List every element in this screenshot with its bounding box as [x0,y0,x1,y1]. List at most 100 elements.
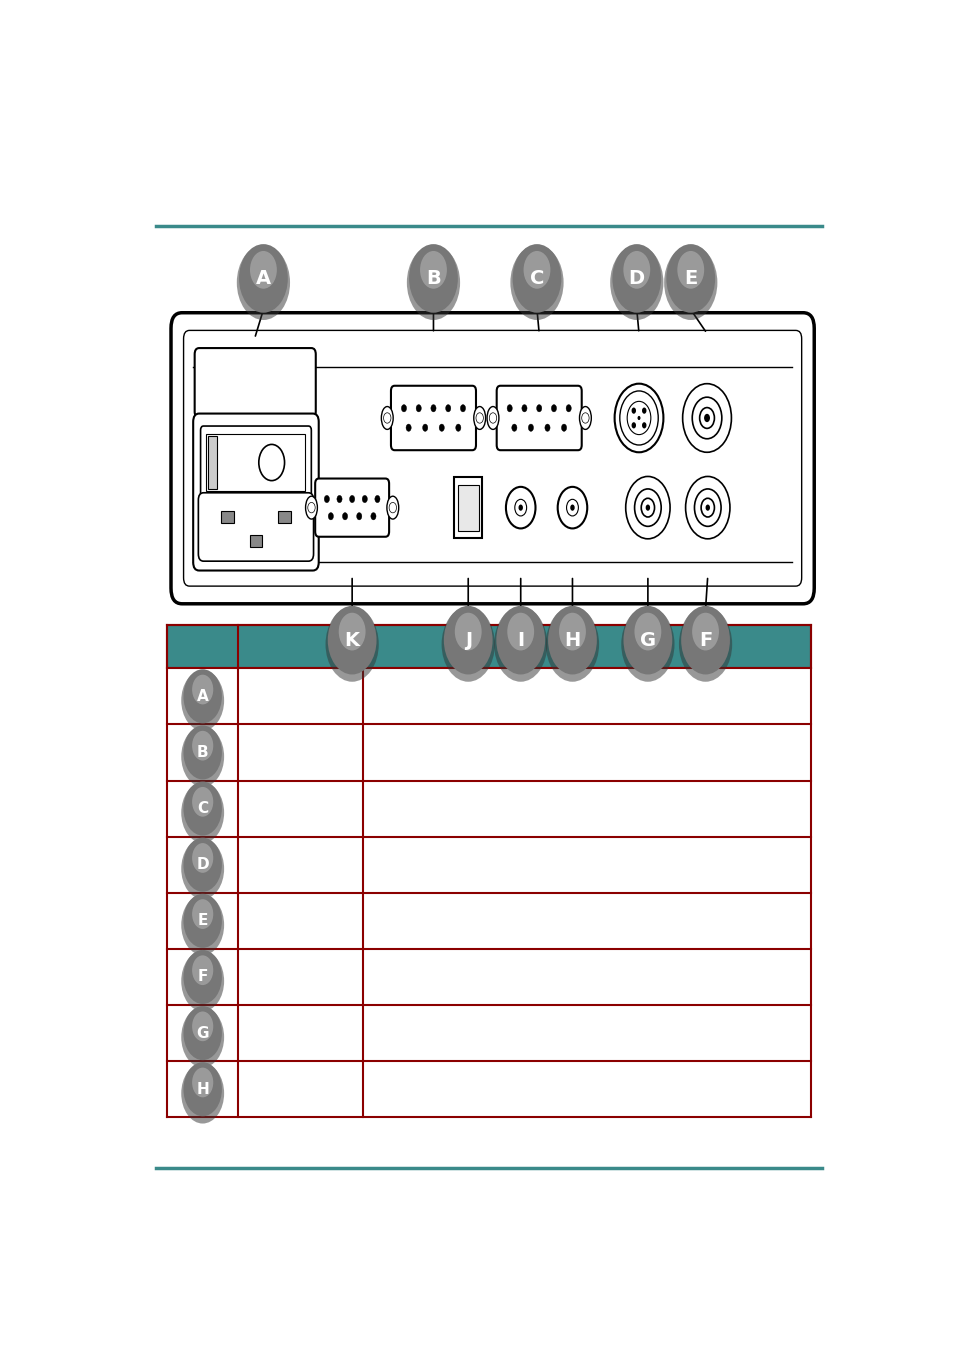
Circle shape [443,606,492,675]
Bar [167,892,810,949]
Circle shape [236,246,290,320]
Circle shape [625,477,669,539]
Text: D: D [628,269,644,288]
Circle shape [419,251,446,289]
Text: H: H [196,1081,209,1096]
Circle shape [192,1011,213,1041]
Circle shape [258,444,284,481]
Circle shape [677,251,703,289]
Circle shape [431,405,436,412]
Bar [167,625,810,668]
FancyBboxPatch shape [200,427,311,500]
Text: A: A [255,269,271,288]
Bar [167,837,810,892]
Circle shape [181,838,224,899]
Circle shape [336,495,342,502]
Text: D: D [196,857,209,872]
Ellipse shape [474,406,485,429]
Circle shape [619,392,658,446]
Circle shape [362,495,367,502]
FancyBboxPatch shape [193,413,318,571]
Circle shape [181,1007,224,1068]
Circle shape [570,505,574,510]
Circle shape [308,502,314,513]
Circle shape [456,424,460,432]
Circle shape [389,502,396,513]
Circle shape [383,413,391,423]
Text: J: J [464,630,472,649]
Ellipse shape [387,497,398,518]
Circle shape [565,405,571,412]
Circle shape [640,498,654,517]
Circle shape [183,725,222,779]
Circle shape [680,606,729,675]
Circle shape [641,408,646,413]
Bar [250,535,262,547]
Circle shape [631,408,636,413]
Circle shape [507,613,534,651]
Ellipse shape [381,406,393,429]
Circle shape [705,505,709,510]
Circle shape [192,730,213,760]
Circle shape [612,244,660,313]
Circle shape [192,1068,213,1098]
Circle shape [349,495,355,502]
Text: I: I [517,630,524,649]
Circle shape [338,613,365,651]
Circle shape [692,613,719,651]
Circle shape [518,505,522,510]
Circle shape [250,251,276,289]
Circle shape [476,413,483,423]
Text: G: G [196,1026,209,1041]
Circle shape [192,675,213,705]
Circle shape [558,613,585,651]
FancyBboxPatch shape [194,348,315,417]
Circle shape [401,405,406,412]
Circle shape [551,405,556,412]
Bar [277,510,291,522]
Circle shape [700,498,714,517]
Circle shape [547,606,597,675]
Circle shape [682,383,731,452]
Text: B: B [426,269,440,288]
Circle shape [192,787,213,817]
Circle shape [324,495,329,502]
FancyBboxPatch shape [198,493,314,562]
Circle shape [422,424,427,432]
Circle shape [665,244,715,313]
Text: K: K [344,630,359,649]
Circle shape [342,513,347,520]
Circle shape [183,894,222,948]
Circle shape [581,413,589,423]
Circle shape [703,414,709,423]
Text: E: E [197,914,208,929]
Circle shape [510,246,563,320]
Circle shape [634,613,660,651]
Circle shape [406,246,459,320]
Circle shape [356,513,361,520]
Bar [208,436,216,489]
Circle shape [183,782,222,836]
FancyBboxPatch shape [391,386,476,450]
Bar [221,510,233,522]
Bar [167,1061,810,1118]
Circle shape [561,424,566,432]
Circle shape [239,244,288,313]
Circle shape [328,606,376,675]
Circle shape [494,608,547,682]
Circle shape [455,613,481,651]
Circle shape [512,244,560,313]
FancyBboxPatch shape [314,478,389,537]
Circle shape [626,401,650,435]
Bar [167,1004,810,1061]
Circle shape [496,606,544,675]
Text: C: C [197,801,208,815]
Circle shape [528,424,533,432]
Circle shape [192,956,213,986]
Circle shape [641,423,646,428]
Circle shape [663,246,717,320]
Circle shape [409,244,457,313]
Circle shape [692,397,721,439]
Circle shape [679,608,731,682]
Circle shape [406,424,411,432]
